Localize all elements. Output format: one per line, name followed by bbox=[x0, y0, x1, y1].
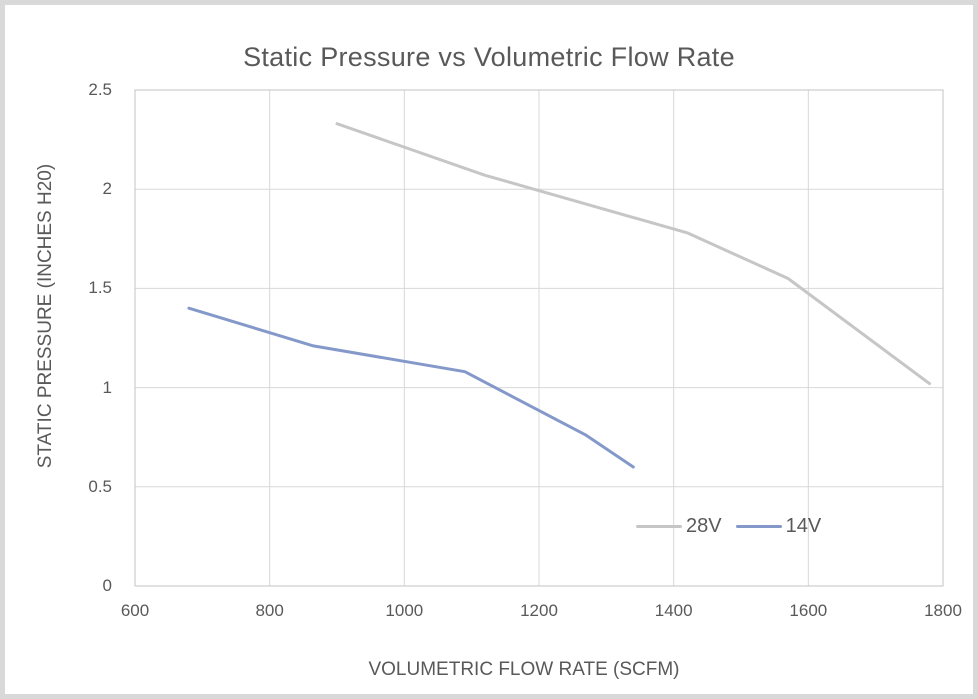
legend-entry-28V: 28V bbox=[636, 515, 722, 538]
x-tick-label-1400: 1400 bbox=[654, 601, 693, 620]
y-axis-title: STATIC PRESSURE (INCHES H20) bbox=[35, 163, 56, 469]
y-tick-label-0: 0 bbox=[102, 576, 112, 595]
y-tick-label-1.5: 1.5 bbox=[88, 278, 112, 298]
legend-line-icon bbox=[735, 525, 782, 528]
y-tick-label-0.5: 0.5 bbox=[88, 476, 112, 496]
x-tick-label-600: 600 bbox=[120, 601, 150, 620]
legend-entry-14V: 14V bbox=[735, 515, 822, 538]
x-tick-label-1600: 1600 bbox=[789, 601, 828, 620]
y-tick-label-2.5: 2.5 bbox=[88, 80, 112, 99]
chart-title: Static Pressure vs Volumetric Flow Rate bbox=[243, 42, 735, 72]
x-tick-label-1200: 1200 bbox=[520, 601, 558, 620]
x-tick-label-1000: 1000 bbox=[385, 601, 424, 620]
x-tick-label-1800: 1800 bbox=[924, 601, 962, 620]
x-tick-label-800: 800 bbox=[255, 601, 284, 620]
legend-label: 28V bbox=[686, 515, 722, 537]
legend-label: 14V bbox=[785, 515, 822, 537]
plot-border bbox=[134, 89, 944, 587]
series-line-28V bbox=[335, 122, 931, 386]
y-tick-label-2: 2 bbox=[102, 179, 112, 199]
y-tick-label-1: 1 bbox=[102, 377, 112, 397]
legend: 28V 14V bbox=[636, 515, 821, 538]
legend-line-icon bbox=[636, 525, 682, 528]
x-axis-title: VOLUMETRIC FLOW RATE (SCFM) bbox=[368, 659, 680, 680]
series-line-14V bbox=[187, 306, 635, 469]
